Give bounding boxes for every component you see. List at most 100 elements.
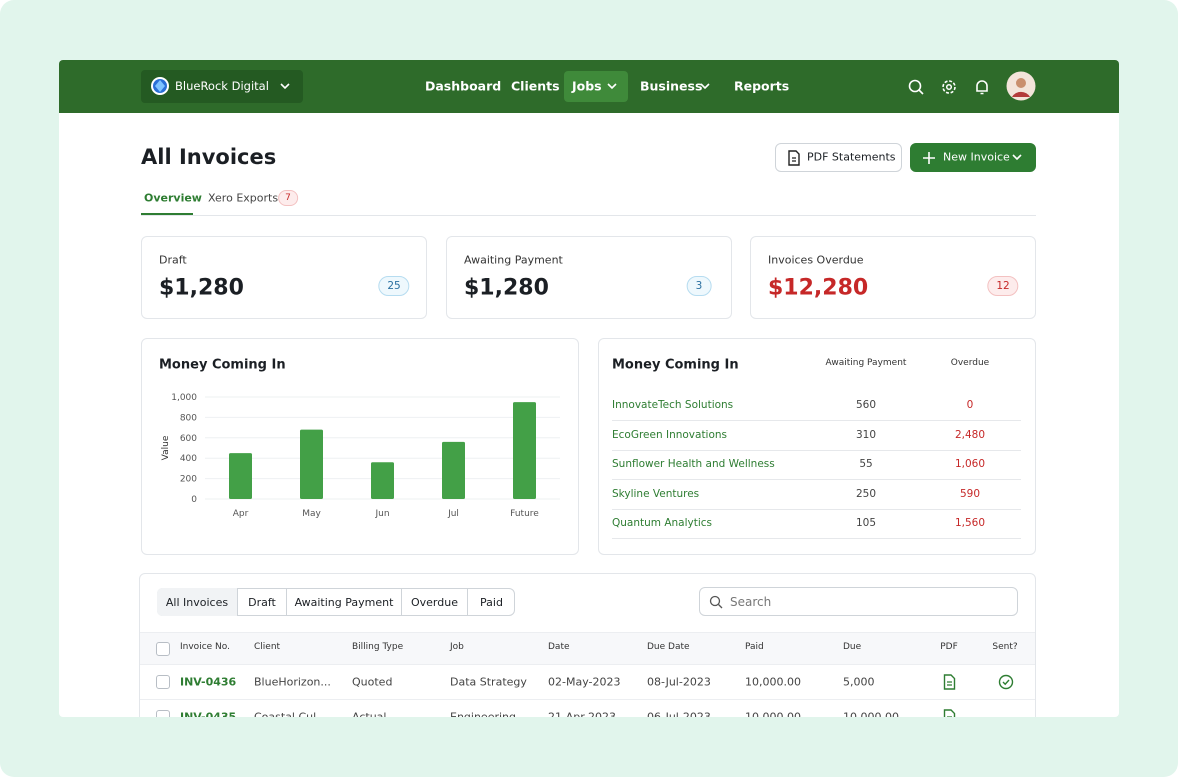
overdue-value: 2,480 (954, 428, 986, 441)
chevron (700, 83, 710, 90)
filter-button[interactable]: Awaiting Payment (286, 588, 401, 616)
x-tick-label: Future (510, 509, 539, 519)
org-name: BlueRock Digital (175, 79, 269, 93)
column-header: Invoice No. (180, 642, 230, 652)
pdf-icon[interactable] (943, 709, 956, 717)
tab[interactable]: Overview (144, 191, 202, 205)
cell: 06-Jul-2023 (647, 710, 711, 718)
column-header: Overdue (950, 358, 990, 368)
summary-card (750, 236, 1036, 319)
app-window: BlueRock Digital Dashboard Clients Jobs Busi… (59, 60, 1119, 717)
button-label: New Invoice (943, 150, 1010, 164)
nav-link[interactable]: Clients (511, 78, 560, 94)
bar-chart: 0 200 400 600 800 1,000 Value Apr May Jun Jul Futur… (161, 393, 560, 519)
active-nav (564, 71, 628, 102)
bar (442, 441, 465, 499)
page-title: All Invoices (141, 145, 277, 169)
chart-panel (141, 338, 579, 555)
nav-link[interactable]: Reports (734, 78, 790, 94)
summary-title: Money Coming In (612, 357, 739, 373)
summary-card (141, 236, 427, 319)
sent-icon (998, 674, 1014, 690)
row-line (140, 699, 1035, 700)
client-name[interactable]: Quantum Analytics (612, 517, 713, 529)
bar (371, 462, 394, 499)
card-amount: $1,280 (159, 275, 244, 301)
card-label: Awaiting Payment (464, 253, 563, 267)
avatar[interactable] (1006, 71, 1036, 101)
invoice-link[interactable]: INV-0435 (180, 710, 237, 718)
invoice-link[interactable]: INV-0436 (180, 675, 237, 689)
client-name[interactable]: EcoGreen Innovations (612, 428, 728, 441)
cell: 10,000.00 (745, 675, 801, 689)
chart-title: Money Coming In (159, 357, 286, 373)
awaiting-value: 105 (855, 517, 877, 529)
awaiting-value: 560 (855, 399, 877, 411)
card-label: Draft (159, 253, 187, 267)
column-header: Awaiting Payment (825, 358, 907, 368)
column-header: Sent? (992, 642, 1018, 652)
pdf-button[interactable] (775, 143, 902, 172)
search-box[interactable] (699, 587, 1018, 616)
overdue-value: 1,060 (954, 458, 986, 470)
pdf-icon[interactable] (943, 674, 956, 690)
column-header: Due Date (647, 642, 690, 652)
nav-link[interactable]: Jobs (572, 78, 602, 94)
cell: 5,000 (843, 675, 875, 689)
column-header: Client (254, 642, 281, 652)
client-name[interactable]: Sunflower Health and Wellness (612, 458, 775, 470)
summary-panel (598, 338, 1036, 555)
filter-button[interactable]: Overdue (401, 588, 467, 616)
row-line (612, 479, 1021, 480)
cell: Engineering (450, 710, 516, 718)
checkbox[interactable] (156, 642, 170, 656)
column-header: Job (450, 642, 464, 652)
overdue-value: 0 (966, 399, 974, 411)
y-tick-label: 400 (180, 454, 197, 464)
button-label: PDF Statements (807, 150, 896, 164)
column-header: PDF (940, 642, 958, 652)
checkbox[interactable] (156, 675, 170, 689)
x-tick-label: May (302, 509, 321, 519)
summary-card (446, 236, 732, 319)
awaiting-value: 55 (859, 458, 873, 470)
search-placeholder: Search (730, 595, 772, 609)
cell: 21-Apr-2023 (548, 710, 617, 718)
row-line (612, 538, 1021, 539)
tab[interactable]: Xero Exports (208, 191, 279, 205)
divider (141, 215, 1036, 216)
chevron (280, 83, 290, 90)
row-line (612, 420, 1021, 421)
cell: 08-Jul-2023 (647, 675, 711, 689)
column-header: Billing Type (352, 642, 404, 652)
row-line (612, 508, 1021, 510)
y-tick-label: 0 (191, 495, 197, 505)
y-tick-label: 1,000 (171, 393, 197, 403)
filter-button[interactable]: All Invoices (157, 588, 237, 616)
card-badge: 12 (987, 276, 1019, 296)
settings-icon[interactable] (940, 78, 958, 96)
y-tick-label: 600 (180, 434, 197, 444)
nav-link[interactable]: Business (640, 78, 703, 94)
bar (229, 453, 252, 499)
table-header-row (140, 632, 1035, 665)
doc-icon (788, 150, 800, 166)
awaiting-value: 310 (855, 428, 877, 441)
filter-button[interactable]: Draft (237, 588, 286, 616)
search-icon (709, 595, 723, 609)
cell: Quoted (352, 675, 393, 689)
cell: 10,000.00 (745, 710, 801, 718)
client-name[interactable]: Skyline Ventures (612, 487, 700, 500)
search-icon[interactable] (907, 78, 925, 96)
bell-icon[interactable] (973, 78, 991, 96)
card-badge: 3 (686, 276, 712, 296)
filter-button[interactable]: Paid (467, 588, 515, 616)
checkbox[interactable] (156, 710, 170, 717)
bar (300, 429, 323, 499)
x-tick-label: Jul (447, 509, 459, 519)
nav-link[interactable]: Dashboard (425, 78, 502, 94)
client-name[interactable]: InnovateTech Solutions (612, 399, 734, 411)
row-line (612, 449, 1021, 451)
card-amount: $12,280 (768, 275, 869, 301)
